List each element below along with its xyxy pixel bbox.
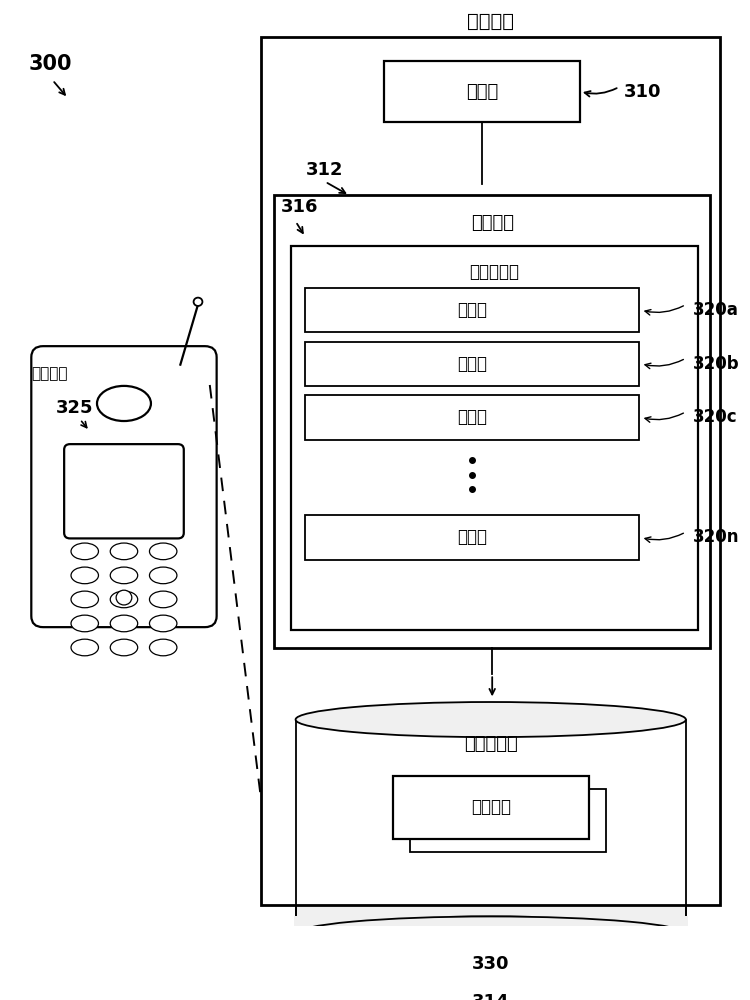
Text: 330: 330 (472, 955, 509, 973)
Ellipse shape (296, 916, 686, 952)
Ellipse shape (149, 615, 177, 632)
Bar (296, 720, 686, 934)
Ellipse shape (110, 543, 138, 560)
Ellipse shape (296, 702, 686, 737)
Text: 320n: 320n (693, 528, 740, 546)
Text: 320c: 320c (693, 408, 737, 426)
Ellipse shape (71, 615, 98, 632)
Text: 300: 300 (28, 54, 72, 74)
Bar (274, 195, 710, 648)
Circle shape (116, 590, 132, 605)
Text: 全加器: 全加器 (457, 355, 487, 373)
Bar (261, 37, 720, 905)
Ellipse shape (97, 386, 151, 421)
Bar (305, 288, 639, 332)
Text: 310: 310 (624, 83, 662, 101)
Bar (291, 246, 698, 630)
Bar (305, 342, 639, 386)
Text: 320a: 320a (693, 301, 739, 319)
FancyBboxPatch shape (32, 346, 217, 627)
Bar (384, 61, 580, 122)
Ellipse shape (71, 543, 98, 560)
Ellipse shape (149, 639, 177, 656)
Text: 数字逻辑块: 数字逻辑块 (470, 263, 519, 281)
Text: 软件应用: 软件应用 (471, 798, 511, 816)
Text: 全加器: 全加器 (457, 301, 487, 319)
Ellipse shape (110, 567, 138, 584)
Ellipse shape (110, 591, 138, 608)
Ellipse shape (71, 567, 98, 584)
Ellipse shape (71, 639, 98, 656)
Text: 325: 325 (56, 399, 93, 417)
Text: 320b: 320b (693, 355, 740, 373)
Ellipse shape (194, 298, 202, 306)
Text: 全加器: 全加器 (457, 528, 487, 546)
Bar (410, 789, 607, 852)
Ellipse shape (149, 567, 177, 584)
Ellipse shape (110, 639, 138, 656)
Text: 移动装置: 移动装置 (31, 366, 68, 381)
Ellipse shape (71, 591, 98, 608)
Bar (305, 395, 639, 440)
Bar (393, 776, 589, 839)
Text: 316: 316 (280, 198, 318, 216)
Ellipse shape (110, 615, 138, 632)
Text: 处理单元: 处理单元 (471, 214, 514, 232)
Text: 312: 312 (305, 161, 343, 179)
Text: 314: 314 (472, 993, 509, 1000)
Ellipse shape (149, 591, 177, 608)
Bar (305, 515, 639, 560)
Ellipse shape (149, 543, 177, 560)
FancyBboxPatch shape (64, 444, 184, 538)
Bar (293, 916, 688, 934)
Text: 计算装置: 计算装置 (467, 12, 514, 31)
Text: 测试器: 测试器 (466, 83, 498, 101)
Text: 全加器: 全加器 (457, 408, 487, 426)
Text: 存储器模块: 存储器模块 (464, 735, 518, 753)
